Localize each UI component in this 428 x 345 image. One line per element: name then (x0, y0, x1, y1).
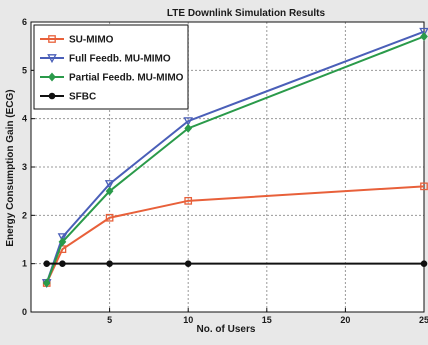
y-tick-label: 5 (22, 65, 27, 75)
legend-label: SFBC (69, 92, 96, 103)
data-point (420, 32, 428, 41)
data-point (43, 260, 51, 267)
data-point (419, 27, 428, 37)
data-point (105, 213, 114, 222)
plot-area: 5 10 15 20 25 0 1 2 3 4 5 6 (22, 17, 428, 325)
y-tick-label: 0 (22, 307, 27, 317)
data-point (420, 182, 428, 191)
data-point (184, 260, 192, 267)
x-tick-label: 25 (419, 315, 428, 325)
x-tick-label: 5 (107, 315, 112, 325)
data-point (59, 260, 66, 267)
legend-item: Full Feedb. MU-MIMO (40, 54, 171, 65)
legend-swatch-marker (48, 35, 56, 43)
data-point (420, 260, 428, 267)
series-line (45, 30, 425, 284)
y-tick-label: 1 (22, 259, 27, 269)
data-point (58, 237, 67, 247)
data-point (42, 278, 51, 288)
legend-label: Partial Feedb. MU-MIMO (69, 73, 184, 84)
data-point (184, 123, 193, 133)
data-point (106, 260, 113, 267)
data-point (184, 196, 193, 205)
y-tick-label: 6 (22, 17, 27, 27)
legend-swatch-marker (48, 72, 56, 82)
legend-swatch-marker (47, 54, 57, 64)
y-tick-label: 3 (22, 162, 27, 172)
y-axis-label: Energy Consumption Gain (ECG) (5, 89, 16, 246)
legend-item: SU-MIMO (40, 35, 114, 46)
data-point (183, 117, 193, 127)
legend-label: SU-MIMO (69, 35, 114, 46)
data-point (105, 186, 114, 196)
series-2 (42, 32, 428, 288)
data-point (57, 233, 68, 243)
chart-title: LTE Downlink Simulation Results (167, 8, 326, 19)
legend-label: Full Feedb. MU-MIMO (69, 54, 171, 65)
data-point (104, 180, 115, 189)
series-line (45, 185, 425, 284)
legend-item: Partial Feedb. MU-MIMO (40, 73, 184, 84)
x-axis-label: No. of Users (197, 324, 256, 335)
x-tick-label: 15 (262, 315, 272, 325)
y-tick-label: 2 (22, 210, 27, 220)
x-tick-label: 10 (183, 315, 193, 325)
series-3 (43, 260, 428, 267)
legend-item: SFBC (40, 92, 96, 103)
y-tick-label: 4 (22, 114, 27, 124)
legend: SU-MIMO Full Feedb. MU-MIMO Partial Feedb.… (33, 24, 189, 110)
legend-swatch-marker (48, 92, 56, 100)
x-tick-label: 20 (340, 315, 350, 325)
